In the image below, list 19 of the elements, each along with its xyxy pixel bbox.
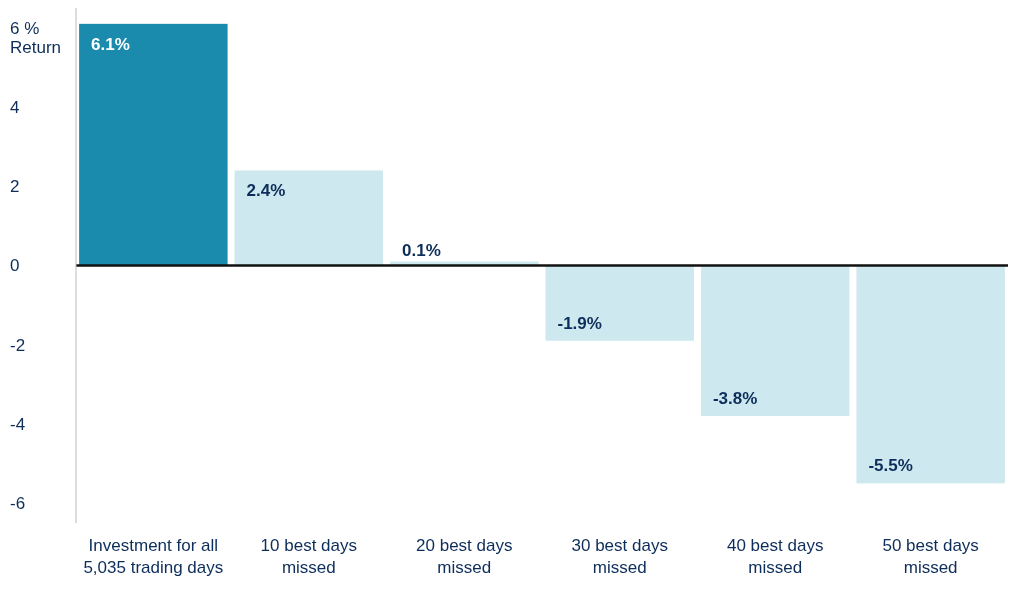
x-tick-label: 50 best days missed — [882, 536, 979, 577]
data-label: 2.4% — [246, 181, 286, 201]
y-tick-label: -6 — [10, 494, 26, 514]
data-label: -5.5% — [868, 456, 913, 476]
y-tick-label: 2 — [10, 177, 20, 197]
x-tick-label: 40 best days missed — [726, 536, 824, 577]
x-tick-label: 30 best days missed — [571, 536, 668, 577]
data-label: -3.8% — [712, 389, 758, 409]
y-tick-label: 0 — [10, 256, 20, 276]
data-label: -1.9% — [557, 313, 602, 333]
y-tick-label: 4 — [10, 97, 20, 117]
y-tick-label: -4 — [10, 414, 26, 434]
y-tick-label: 6 — [10, 18, 20, 38]
x-tick-label: Investment for all 5,035 trading days — [83, 536, 224, 577]
data-label: 6.1% — [91, 34, 130, 54]
y-tick-label: -2 — [10, 335, 26, 355]
x-tick-label: 10 best days missed — [260, 536, 358, 577]
x-tick-label: 20 best days missed — [416, 536, 513, 577]
data-label: 0.1% — [402, 240, 441, 260]
